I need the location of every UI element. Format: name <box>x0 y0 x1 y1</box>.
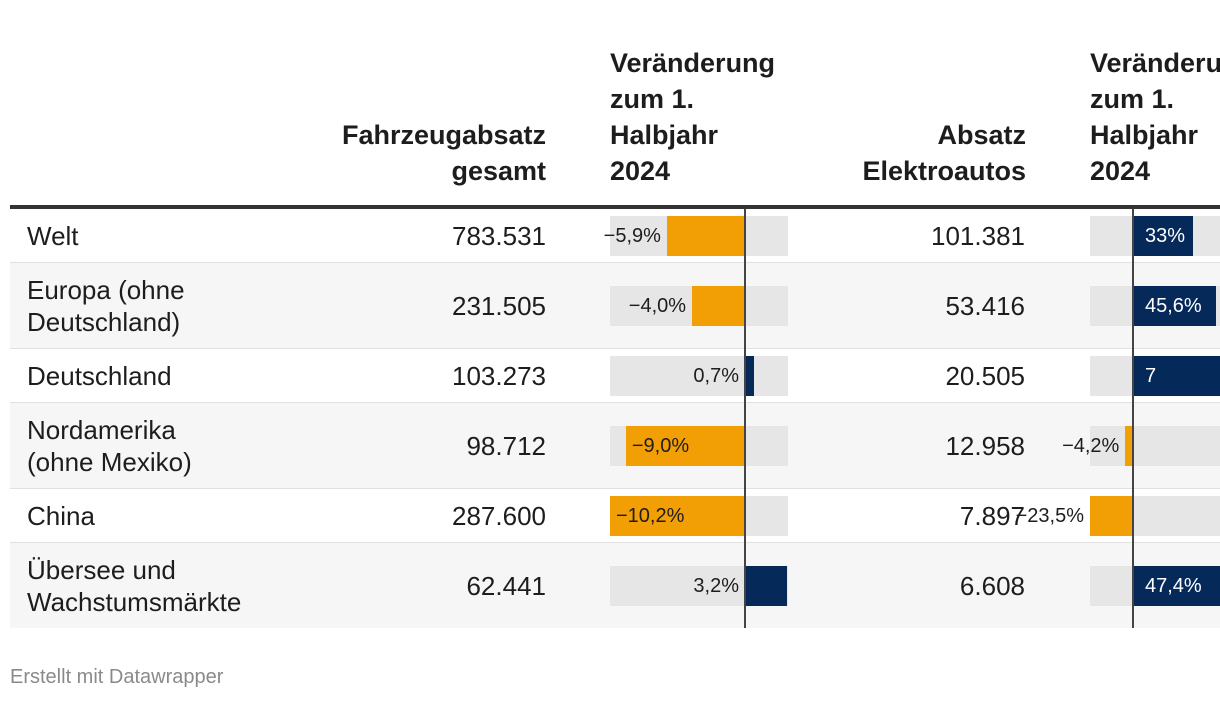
change-ev-bar <box>1125 426 1133 466</box>
change-ev-bar-label: 7 <box>1145 365 1157 387</box>
ev-sales-value: 101.381 <box>931 221 1025 251</box>
change-ev-bar-label: −23,5% <box>1015 505 1084 527</box>
region-label: Übersee und Wachstumsmärkte <box>27 554 242 617</box>
change-ev-bar-bg <box>1090 426 1220 466</box>
change-total-bar-label: −4,0% <box>628 295 687 317</box>
header-change-total: Veränderung zum 1. Halbjahr 2024 <box>610 48 776 186</box>
change-ev-bar-label: 33% <box>1145 225 1186 247</box>
change-total-bar <box>625 426 745 466</box>
region-label: Europa (ohne Deutschland) <box>27 275 185 337</box>
region-label: China <box>27 501 95 531</box>
ev-sales-value: 53.416 <box>945 291 1025 321</box>
ev-sales-value: 20.505 <box>945 361 1025 391</box>
change-total-bar-label: 0,7% <box>693 365 739 387</box>
zero-line-change-ev <box>1132 209 1134 628</box>
change-total-bar <box>745 566 788 606</box>
footer-credit: Erstellt mit Datawrapper <box>10 666 224 688</box>
change-ev-bar <box>1133 356 1220 396</box>
total-sales-value: 783.531 <box>452 221 546 251</box>
change-total-bar-label: −10,2% <box>616 505 685 527</box>
change-total-bar-label: −5,9% <box>603 225 661 247</box>
change-ev-bar <box>1133 286 1217 326</box>
table-row: Übersee und Wachstumsmärkte 62.441 6.608 3,… <box>10 543 1220 628</box>
change-ev-bar-label: 45,6% <box>1145 295 1202 317</box>
region-label: Nordamerika (ohne Mexiko) <box>27 415 192 477</box>
zero-line-change-total <box>744 209 746 628</box>
table-row: Europa (ohne Deutschland) 231.505 53.416 −4… <box>10 263 1220 349</box>
change-ev-bar <box>1133 216 1194 256</box>
total-sales-value: 287.600 <box>452 501 546 531</box>
region-label: Deutschland <box>27 361 172 391</box>
change-ev-bar <box>1090 496 1133 536</box>
total-sales-value: 103.273 <box>452 361 546 391</box>
table-row: China 287.600 7.897 −10,2% −23,5% <box>10 489 1220 543</box>
change-total-bar <box>666 216 745 256</box>
change-total-bar-label: −9,0% <box>631 435 690 457</box>
table-row: Welt 783.531 101.381 −5,9% 33% <box>10 209 1220 263</box>
change-total-bar <box>610 496 745 536</box>
change-ev-bar-label: −4,2% <box>1062 435 1120 457</box>
total-sales-value: 98.712 <box>466 431 546 461</box>
ev-sales-value: 7.897 <box>959 501 1025 531</box>
total-sales-value: 62.441 <box>466 570 546 601</box>
change-total-bar <box>692 286 745 326</box>
total-sales-value: 231.505 <box>452 291 546 321</box>
ev-sales-value: 6.608 <box>959 570 1025 601</box>
header-change-ev: Veränderung zum 1. Halbjahr 2024 <box>1090 48 1220 186</box>
change-total-bar <box>745 356 755 396</box>
change-total-bar-bg <box>610 356 788 396</box>
change-ev-bar-label: 47,4% <box>1145 575 1202 597</box>
header-ev-sales: Absatz Elektroautos <box>862 120 1026 186</box>
region-label: Welt <box>27 221 79 251</box>
header-total-sales: Fahrzeugabsatz gesamt <box>341 120 546 186</box>
change-total-bar-label: 3,2% <box>693 575 739 597</box>
table-row: Nordamerika (ohne Mexiko) 98.712 12.958 −9,… <box>10 403 1220 489</box>
ev-sales-value: 12.958 <box>945 431 1025 461</box>
header-rule <box>10 205 1220 209</box>
change-ev-bar <box>1133 566 1220 606</box>
table-row: Deutschland 103.273 20.505 0,7% 7 <box>10 349 1220 403</box>
